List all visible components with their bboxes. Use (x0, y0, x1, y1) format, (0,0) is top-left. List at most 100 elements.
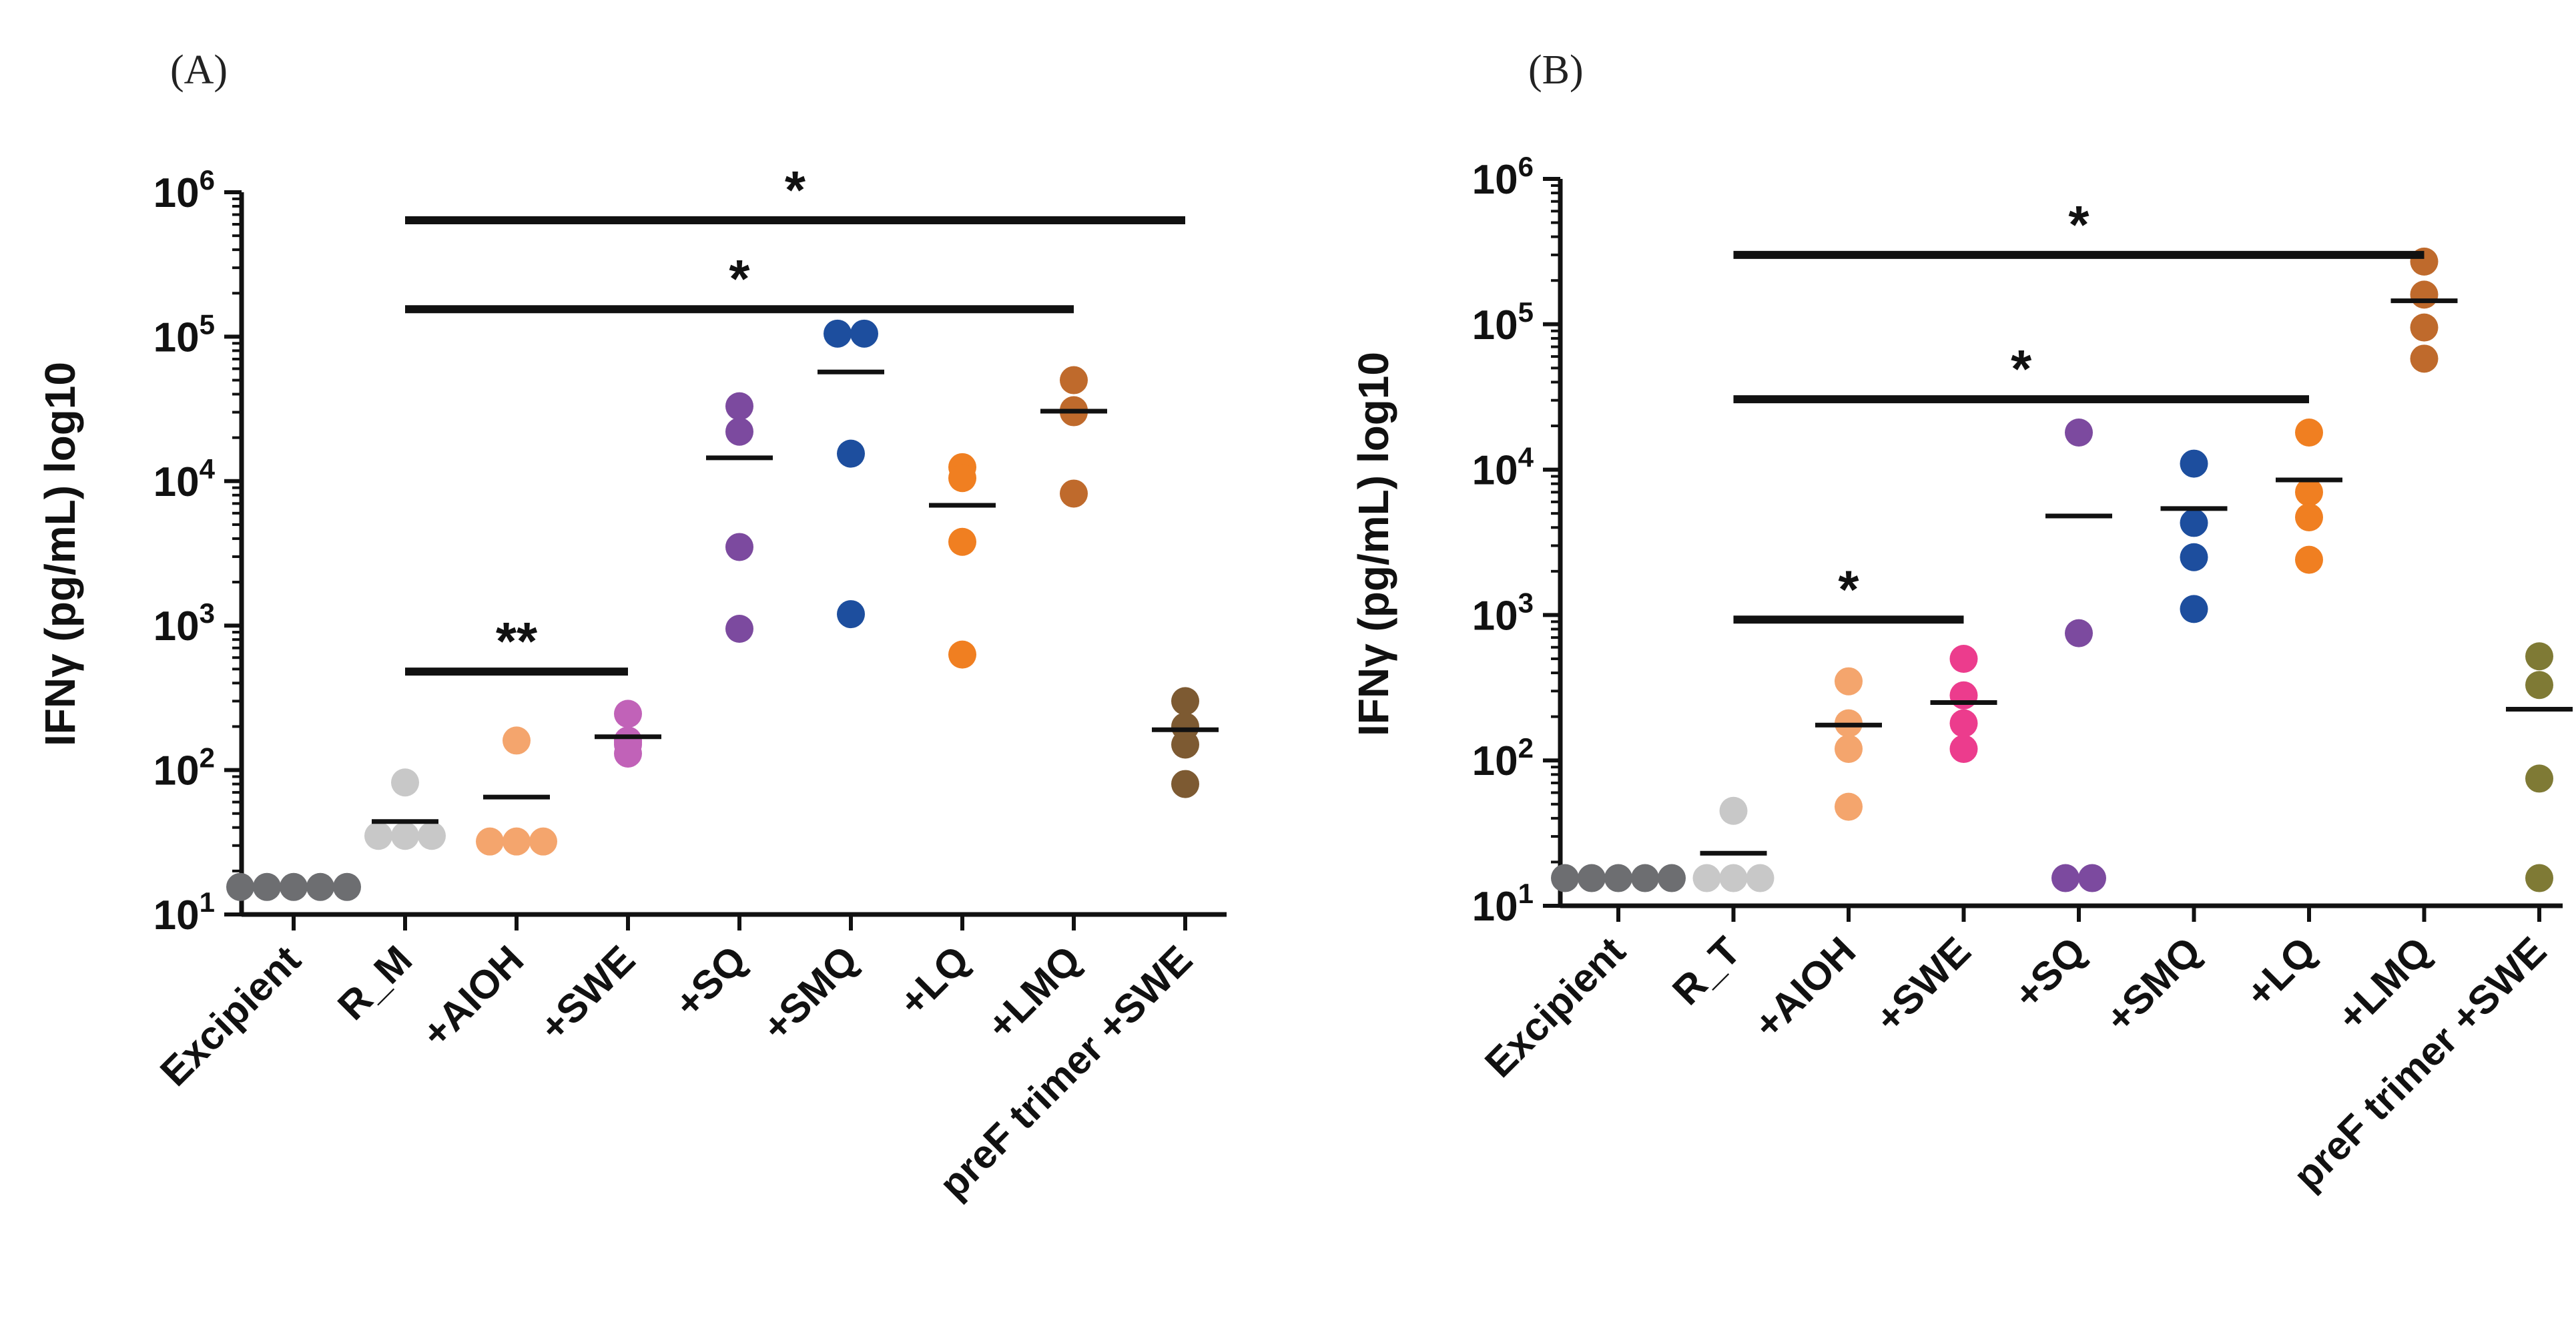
y-tick-label: 101 (1472, 878, 1534, 930)
x-category-label: +SMQ (2097, 928, 2210, 1041)
y-tick-base: 10 (1472, 157, 1518, 203)
data-point (1171, 730, 1199, 759)
data-point (1835, 667, 1863, 696)
data-point (476, 827, 504, 856)
data-point (2525, 671, 2553, 700)
data-point (2180, 509, 2208, 537)
data-point (364, 822, 392, 850)
data-point (824, 319, 852, 348)
y-tick-label: 105 (1472, 296, 1534, 348)
data-point (306, 872, 334, 901)
data-point (391, 768, 419, 797)
data-point (614, 700, 642, 728)
panel-b: (B)IFNγ (pg/mL) log10101102103104105106E… (1349, 47, 2573, 1198)
data-point (1835, 734, 1863, 763)
panel-a: (A)IFNγ (pg/mL) log10101102103104105106E… (36, 47, 1227, 1207)
y-tick-exponent: 1 (1518, 878, 1534, 909)
y-tick-exponent: 5 (1518, 296, 1534, 328)
y-tick-label: 102 (1472, 732, 1534, 784)
y-tick-label: 101 (153, 886, 215, 938)
x-category-label: +SWE (1867, 928, 1979, 1041)
y-tick-label: 104 (1472, 442, 1534, 494)
data-point (837, 600, 865, 629)
data-point (1060, 479, 1088, 508)
x-category-label: R_T (1664, 928, 1749, 1014)
y-axis-title: IFNγ (pg/mL) log10 (1349, 352, 1397, 736)
data-point (1171, 770, 1199, 798)
data-point (1719, 864, 1748, 892)
y-tick-base: 10 (153, 459, 200, 505)
data-point (1604, 864, 1632, 892)
significance-label: * (729, 249, 750, 308)
y-tick-base: 10 (153, 748, 200, 794)
x-category-label: +SMQ (753, 937, 866, 1050)
y-tick-exponent: 4 (1518, 442, 1534, 473)
data-point (948, 640, 976, 669)
x-category-label: +LMQ (978, 937, 1089, 1048)
x-category-label: +AIOH (1745, 928, 1864, 1047)
data-point (725, 392, 753, 421)
y-tick-exponent: 1 (200, 886, 215, 918)
data-point (2295, 503, 2323, 532)
x-category-label: R_M (329, 937, 420, 1029)
significance-label: * (2068, 195, 2089, 254)
data-point (2180, 543, 2208, 571)
data-point (1949, 644, 1978, 673)
panel-label: (B) (1528, 47, 1584, 93)
data-point (1060, 366, 1088, 394)
x-category-label: Excipient (1476, 928, 1634, 1086)
data-point (1949, 709, 1978, 738)
data-point (725, 615, 753, 643)
data-point (850, 319, 878, 348)
data-point (2295, 545, 2323, 574)
data-point (725, 417, 753, 446)
data-point (503, 726, 531, 755)
y-tick-base: 10 (153, 603, 200, 649)
y-tick-label: 103 (153, 597, 215, 649)
data-point (280, 872, 308, 901)
x-category-label: +SWE (531, 937, 643, 1050)
data-point (837, 439, 865, 468)
y-axis-title: IFNγ (pg/mL) log10 (36, 362, 84, 746)
data-point (2295, 478, 2323, 507)
data-point (1835, 792, 1863, 821)
x-category-label: +LQ (2237, 928, 2324, 1016)
data-point (2065, 419, 2093, 447)
data-point (226, 872, 254, 901)
y-tick-exponent: 2 (200, 742, 215, 774)
data-point (1949, 734, 1978, 763)
x-category-label: +SQ (2005, 928, 2094, 1017)
data-point (2410, 313, 2439, 342)
data-point (2180, 449, 2208, 478)
y-tick-exponent: 6 (200, 164, 215, 196)
data-point (1631, 864, 1659, 892)
data-point (1746, 864, 1775, 892)
x-category-label: +AIOH (413, 937, 532, 1056)
y-tick-base: 10 (1472, 884, 1518, 930)
y-tick-label: 106 (153, 164, 215, 216)
x-category-label: +LQ (890, 937, 978, 1025)
data-point (418, 822, 446, 850)
y-tick-exponent: 4 (200, 453, 216, 485)
data-point (2410, 280, 2439, 309)
data-point (2051, 864, 2079, 892)
y-tick-label: 106 (1472, 151, 1534, 203)
data-point (1692, 864, 1721, 892)
data-point (614, 739, 642, 768)
data-point (503, 827, 531, 856)
data-point (2065, 619, 2093, 647)
y-tick-base: 10 (1472, 738, 1518, 784)
y-tick-base: 10 (1472, 448, 1518, 494)
y-tick-exponent: 6 (1518, 151, 1534, 182)
data-point (391, 822, 419, 850)
y-tick-exponent: 3 (1518, 587, 1534, 618)
data-point (948, 464, 976, 493)
x-category-label: Excipient (151, 937, 309, 1095)
y-tick-base: 10 (153, 892, 200, 938)
data-point (2525, 764, 2553, 793)
significance-label: * (785, 160, 806, 220)
data-point (1578, 864, 1606, 892)
data-point (2525, 864, 2553, 892)
data-point (2180, 595, 2208, 623)
